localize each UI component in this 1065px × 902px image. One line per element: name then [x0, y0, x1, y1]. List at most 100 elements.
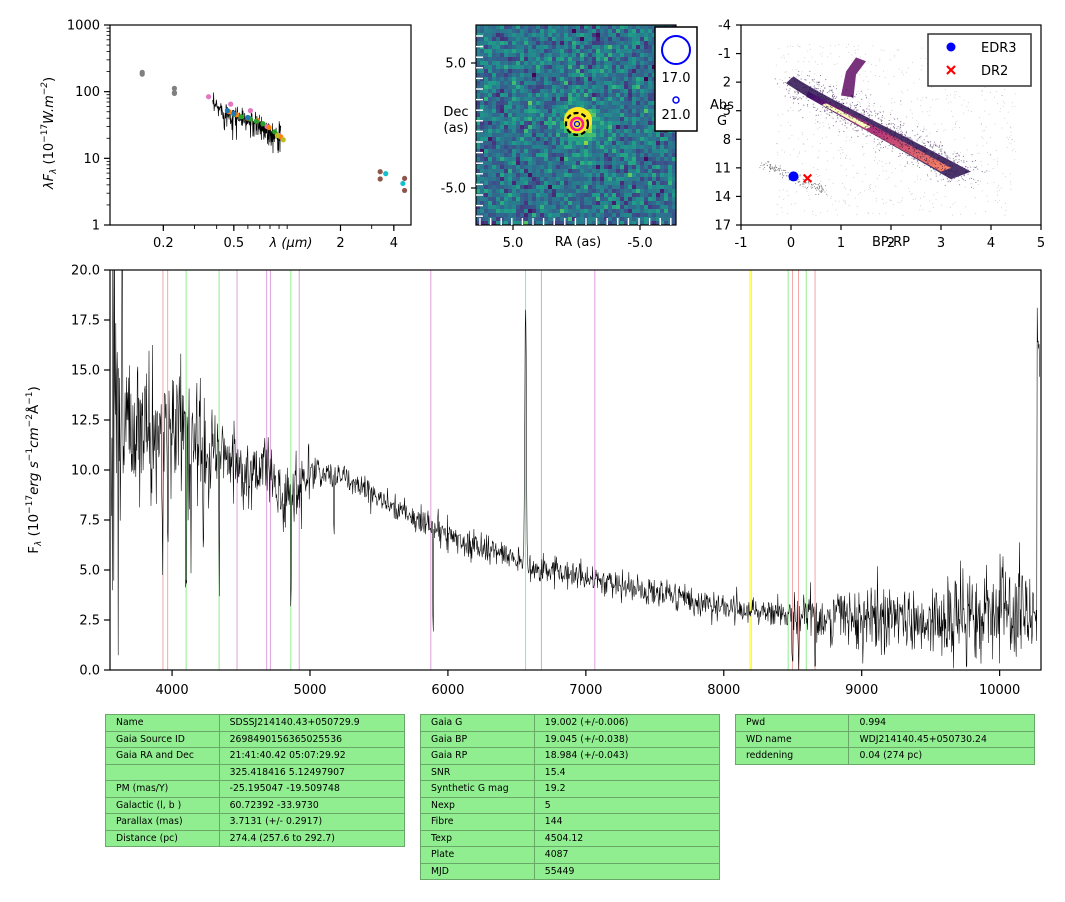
image-pixel [548, 137, 553, 142]
image-pixel [604, 157, 609, 162]
image-pixel [588, 29, 593, 34]
image-pixel [624, 177, 629, 182]
hr-ms-star [875, 128, 877, 130]
image-pixel [516, 25, 521, 30]
image-pixel [632, 81, 637, 86]
hr-ms-star [825, 102, 827, 104]
image-pixel [544, 141, 549, 146]
hr-field-star [830, 84, 831, 86]
image-pixel [532, 89, 537, 94]
hr-ms-star [865, 111, 868, 113]
image-pixel [492, 53, 497, 58]
hr-ms-star [907, 151, 909, 153]
hr-field-star [835, 200, 836, 202]
image-pixel [576, 73, 581, 78]
image-pixel [564, 205, 569, 210]
image-pixel [504, 193, 509, 198]
hr-field-star [984, 110, 986, 112]
hr-field-star [927, 176, 929, 178]
hr-ms-star [880, 120, 883, 122]
hr-ms-star [831, 90, 833, 92]
hr-ms-star [818, 81, 820, 83]
image-pixel [480, 133, 485, 138]
image-pixel [624, 45, 629, 50]
image-pixel [508, 121, 513, 126]
image-pixel [528, 105, 533, 110]
sed-photometry-point [228, 101, 234, 107]
image-pixel [608, 77, 613, 82]
hr-ms-star [917, 144, 919, 147]
hr-wd-star [818, 193, 820, 195]
hr-field-star [955, 120, 957, 122]
hr-ms-star [907, 154, 909, 156]
hr-ms-star [932, 145, 935, 147]
hr-field-star [817, 128, 819, 130]
hr-field-star [940, 142, 942, 144]
image-pixel [592, 121, 597, 126]
image-pixel [640, 177, 645, 182]
hr-field-star [922, 209, 924, 211]
image-pixel [596, 149, 601, 154]
image-pixel [532, 165, 537, 170]
hr-ms-star [926, 174, 929, 176]
image-pixel [512, 165, 517, 170]
image-pixel [628, 57, 633, 62]
image-pixel [544, 85, 549, 90]
image-pixel [552, 177, 557, 182]
image-pixel [652, 185, 657, 190]
image-pixel [572, 33, 577, 38]
image-pixel [636, 37, 641, 42]
hr-ms-star [885, 131, 887, 133]
image-pixel [636, 81, 641, 86]
hr-wd-star [818, 186, 821, 188]
hr-ms-star [960, 160, 962, 162]
hr-ms-star [869, 110, 871, 112]
image-pixel [492, 65, 497, 70]
table-row: Fibre 144 [420, 813, 721, 831]
image-pixel [548, 125, 553, 130]
hr-wd-star [815, 193, 817, 196]
image-pixel [644, 121, 649, 126]
hr-ms-star [948, 159, 950, 161]
hr-edr3-marker [788, 171, 799, 182]
image-pixel [516, 221, 521, 225]
hr-ms-star [876, 114, 878, 116]
sed-photometry-point [171, 90, 178, 97]
image-pixel [504, 153, 509, 158]
hr-ms-star [899, 133, 901, 135]
hr-field-star [801, 71, 803, 73]
hr-field-star [973, 161, 975, 163]
image-pixel [536, 213, 541, 218]
hr-ms-star [817, 108, 819, 110]
image-pixel [540, 73, 545, 78]
hr-ms-star [873, 131, 875, 134]
image-pixel [624, 89, 629, 94]
hr-field-star [787, 46, 789, 48]
image-pixel [520, 29, 525, 34]
hr-ms-star [881, 114, 884, 117]
image-pixel [532, 129, 537, 134]
hr-ms-star [935, 143, 937, 145]
table-key: Gaia G [420, 714, 535, 732]
spectrum-y-label: Fλ (10−17erg s−1cm−2Å−1) [25, 386, 44, 554]
image-pixel [592, 85, 597, 90]
hr-ms-star [817, 81, 819, 84]
image-pixel [568, 69, 573, 74]
image-pixel [580, 101, 585, 106]
image-pixel [624, 141, 629, 146]
image-pixel [632, 65, 637, 70]
hr-ms-star [836, 103, 838, 105]
hr-field-star [817, 176, 819, 178]
image-pixel [548, 217, 553, 222]
image-pixel [488, 121, 493, 126]
image-pixel [628, 113, 633, 118]
hr-ms-star [829, 89, 831, 91]
hr-ms-star [814, 106, 816, 109]
image-pixel [580, 53, 585, 58]
image-pixel [484, 41, 489, 46]
hr-ms-star [809, 87, 811, 89]
hr-field-star [1001, 206, 1003, 208]
image-pixel [512, 137, 517, 142]
hr-field-star [963, 137, 965, 139]
hr-wd-star [797, 181, 799, 184]
